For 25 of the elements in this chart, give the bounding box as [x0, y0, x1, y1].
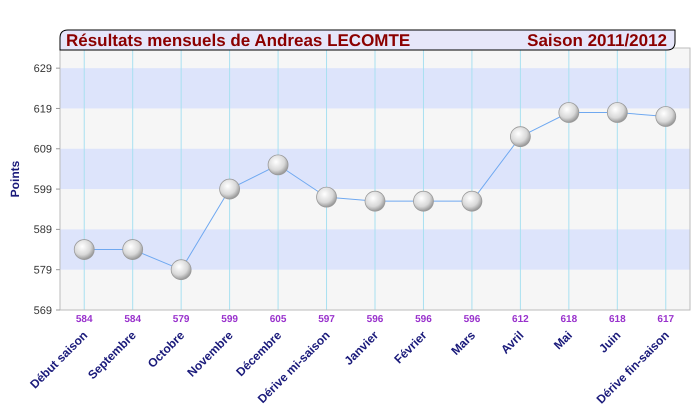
- x-tick-label: Mai: [550, 328, 575, 352]
- data-label: 597: [318, 314, 336, 325]
- data-label: 618: [608, 314, 626, 325]
- y-tick-label: 619: [34, 103, 52, 116]
- data-label: 612: [512, 314, 530, 325]
- y-tick-label: 599: [34, 184, 52, 196]
- data-label: 596: [464, 314, 481, 325]
- data-label: 599: [221, 314, 238, 325]
- y-tick-label: 569: [34, 304, 52, 317]
- data-label: 584: [76, 314, 94, 325]
- y-axis-title: Points: [8, 160, 22, 198]
- y-tick-label: 629: [34, 63, 52, 76]
- data-label: 579: [172, 314, 190, 325]
- data-label: 605: [270, 314, 287, 325]
- data-label: 596: [366, 314, 384, 325]
- x-tick-label: Juin: [596, 328, 624, 356]
- data-label: 618: [560, 314, 578, 325]
- y-tick-label: 589: [34, 224, 52, 236]
- data-label: 617: [657, 314, 675, 325]
- data-label: 596: [415, 314, 432, 325]
- y-tick-label: 609: [34, 144, 52, 156]
- y-tick-label: 579: [34, 264, 52, 277]
- data-label: 584: [124, 314, 142, 325]
- chart-title: Résultats mensuels de Andreas LECOMTE: [66, 31, 410, 50]
- chart-subtitle: Saison 2011/2012: [527, 31, 667, 50]
